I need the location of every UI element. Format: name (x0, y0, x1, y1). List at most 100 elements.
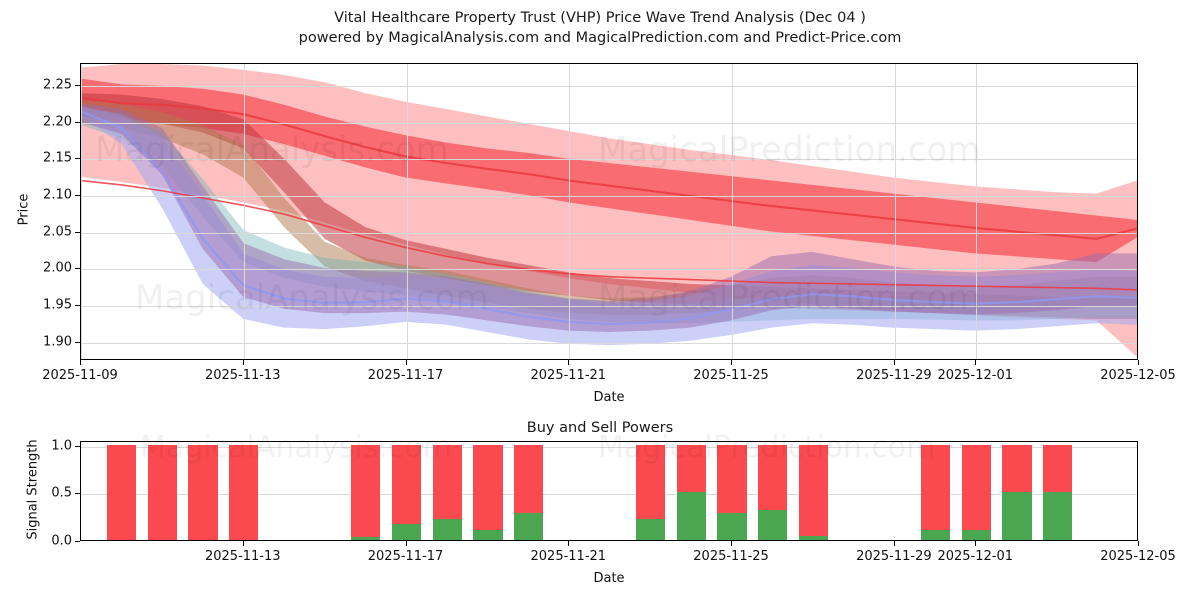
sell-power-segment (188, 444, 218, 540)
x-axis-tick (1138, 360, 1139, 365)
sell-power-segment (758, 444, 788, 510)
sell-power-segment (473, 444, 503, 530)
x-axis-tick (975, 360, 977, 365)
y-axis-label-price: Price (16, 193, 32, 225)
sell-power-segment (1002, 444, 1032, 493)
y-axis-tick-label: 2.15 (43, 150, 72, 166)
x-axis-tick (893, 360, 895, 365)
y-axis-tick-label: 2.00 (43, 260, 72, 276)
x-axis-tick-label: 2025-12-01 (937, 368, 1013, 383)
price-gridline-v (569, 64, 571, 359)
buy-power-segment (1042, 492, 1073, 540)
y-axis-label-signal-strength: Signal Strength (25, 439, 41, 540)
buy-power-segment (676, 492, 707, 540)
signal-bar (432, 444, 462, 540)
price-gridline-v (894, 64, 896, 359)
price-band-purple-band (81, 103, 1137, 333)
x-axis-tick-label: 2025-11-09 (42, 368, 118, 383)
x-axis-tick-label: 2025-11-17 (367, 368, 444, 383)
signal-bar (473, 444, 503, 540)
price-gridline-v (243, 64, 245, 359)
sell-power-segment (229, 444, 259, 540)
buy-power-segment (758, 509, 788, 540)
y-axis-tick-label: 2.25 (43, 77, 72, 93)
buy-power-segment (391, 523, 422, 540)
sub-y-axis-tick (75, 493, 80, 495)
x-axis-tick-label: 2025-12-05 (1100, 368, 1176, 383)
signal-bar (229, 444, 259, 540)
y-axis-tick-label: 2.10 (43, 187, 72, 203)
signal-bar (636, 444, 666, 540)
x-axis-tick (731, 360, 733, 365)
price-chart-plot-area (80, 63, 1138, 360)
sell-power-segment (717, 444, 747, 514)
signal-bar (147, 444, 178, 540)
signal-gridline-h (81, 494, 1137, 496)
x-axis-tick-label: 2025-11-25 (693, 368, 769, 383)
sub-x-axis-tick-label: 2025-11-25 (693, 549, 769, 564)
sub-x-axis-tick (893, 541, 895, 546)
sub-x-axis-tick (242, 541, 244, 546)
sub-x-axis-tick-label: 2025-12-05 (1100, 549, 1176, 564)
page-title: Vital Healthcare Property Trust (VHP) Pr… (0, 8, 1200, 48)
sell-power-segment (961, 444, 991, 531)
signal-bar (513, 444, 544, 540)
sell-power-segment (351, 444, 381, 538)
sub-x-axis-tick (1138, 541, 1139, 546)
x-axis-tick-label: 2025-11-29 (856, 368, 932, 383)
signal-bar (920, 444, 951, 540)
signal-bar (351, 444, 381, 540)
x-axis-tick (242, 360, 244, 365)
buy-sell-powers-plot-area (80, 441, 1138, 541)
y-axis-tick (75, 305, 80, 306)
price-gridline-h (81, 86, 1137, 87)
price-gridline-h (81, 196, 1137, 197)
sell-power-segment (920, 444, 951, 530)
signal-bar (1002, 444, 1032, 540)
price-gridline-h (81, 342, 1137, 344)
sell-power-segment (432, 444, 462, 520)
sub-y-axis-tick-label: 0.5 (51, 485, 72, 501)
signal-bar (676, 444, 707, 540)
sell-power-segment (513, 444, 544, 514)
sub-x-axis-tick (975, 541, 977, 546)
signal-bar (107, 444, 137, 540)
sub-y-axis-tick-label: 0.0 (51, 533, 72, 549)
signal-bar (961, 444, 991, 540)
price-band-brown-wave-band (81, 100, 1137, 315)
x-axis-label-date-main: Date (593, 390, 625, 405)
price-line-red-thin-lower-line (81, 181, 1137, 290)
y-axis-tick-label: 1.95 (43, 297, 72, 313)
title-line-1: Vital Healthcare Property Trust (VHP) Pr… (334, 10, 866, 26)
price-gridline-h (81, 122, 1137, 124)
y-axis-tick-label: 1.90 (43, 334, 72, 350)
title-line-2: powered by MagicalAnalysis.com and Magic… (298, 30, 902, 46)
price-gridline-h (81, 306, 1137, 307)
signal-bar (758, 444, 788, 540)
sub-x-axis-tick-label: 2025-12-01 (937, 549, 1013, 564)
y-axis-tick (75, 158, 80, 160)
signal-bar (798, 444, 829, 540)
y-axis-tick (75, 195, 80, 196)
y-axis-tick (75, 231, 80, 233)
buy-power-segment (636, 519, 666, 540)
buy-power-segment (432, 519, 462, 540)
subplot-title-buy-sell-powers: Buy and Sell Powers (526, 420, 674, 436)
buy-power-segment (513, 513, 544, 540)
x-axis-tick (405, 360, 407, 365)
y-axis-tick (75, 341, 80, 343)
signal-bar (717, 444, 747, 540)
sub-x-axis-tick (405, 541, 407, 546)
signal-bar (391, 444, 422, 540)
sub-x-axis-tick (568, 541, 570, 546)
buy-power-segment (473, 529, 503, 540)
buy-power-segment (351, 537, 381, 540)
price-line-red-center-line (81, 98, 1137, 239)
sub-y-axis-tick-label: 1.0 (51, 438, 72, 454)
sub-x-axis-tick (731, 541, 733, 546)
price-gridline-v (976, 64, 978, 359)
sell-power-segment (107, 444, 137, 540)
sell-power-segment (798, 444, 829, 537)
x-axis-tick-label: 2025-11-13 (204, 368, 281, 383)
